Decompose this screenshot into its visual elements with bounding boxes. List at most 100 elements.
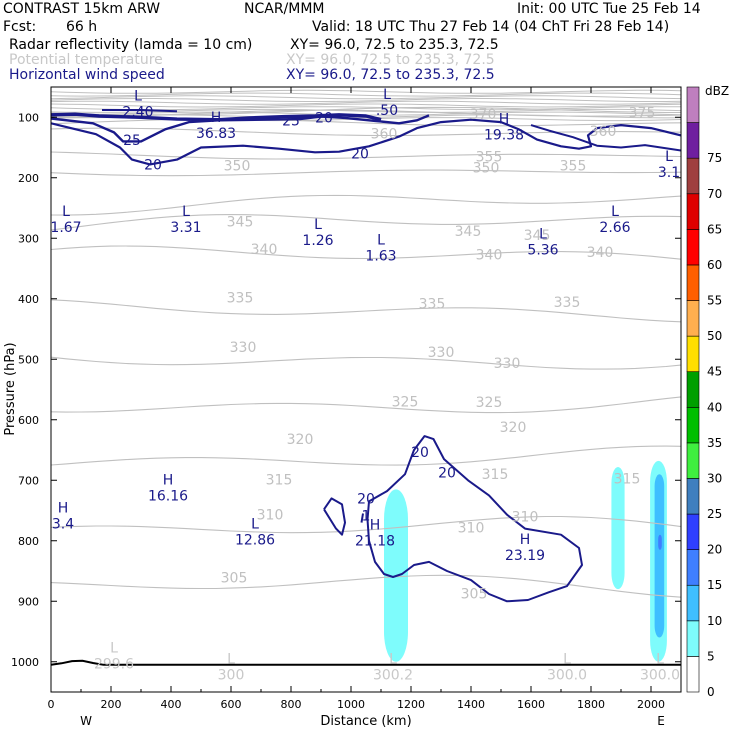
theta-label: 315 [266, 473, 293, 489]
x-tick-label: 2000 [637, 698, 665, 711]
extremum-marker: L [251, 517, 259, 533]
wind-label: 20 [351, 147, 369, 163]
wind-contour [51, 118, 681, 166]
colorbar-unit: dBZ [705, 84, 729, 98]
extremum-marker: L [389, 652, 397, 668]
theta-label: 370 [470, 107, 497, 123]
y-tick-label: 900 [18, 595, 39, 608]
theta-label: 330 [494, 356, 521, 372]
wind-label: 20 [315, 110, 333, 126]
theta-label: 310 [257, 508, 284, 524]
extremum-value: 19.38 [484, 127, 524, 143]
reflectivity-cell [658, 534, 662, 550]
theta-label: 310 [512, 510, 539, 526]
theta-label: 350 [473, 160, 500, 176]
extremum-marker: L [383, 87, 391, 103]
theta-isoline [51, 108, 681, 113]
theta-isoline [51, 445, 681, 466]
x-tick-label: 1000 [337, 698, 365, 711]
extremum-marker: H [58, 500, 69, 516]
field-xy-wind: XY= 96.0, 72.5 to 235.3, 72.5 [286, 67, 495, 83]
extremum-value: 300.2 [373, 668, 413, 684]
field-name-reflectivity: Radar reflectivity (lamda = 10 cm) [9, 37, 253, 53]
colorbar-swatch [686, 442, 700, 479]
theta-label: 340 [476, 248, 503, 264]
wind-contour [360, 513, 364, 523]
y-tick-label: 700 [18, 474, 39, 487]
theta-label: 375 [629, 105, 656, 121]
theta-label: 330 [428, 345, 455, 361]
extremum-value: .50 [376, 103, 398, 119]
wind-label: 20 [411, 445, 429, 461]
extremum-marker: H [370, 517, 381, 533]
theta-isoline [51, 98, 681, 102]
y-tick-label: 400 [18, 293, 39, 306]
x-end-right: E [657, 714, 665, 728]
theta-label: 330 [230, 340, 257, 356]
colorbar-label: 5 [707, 649, 715, 663]
theta-label: 345 [227, 214, 254, 230]
extremum-marker: H [520, 532, 531, 548]
theta-label: 355 [560, 159, 587, 175]
colorbar-swatch [686, 371, 700, 408]
extremum-value: 23.19 [505, 548, 545, 564]
colorbar-label: 60 [707, 258, 722, 272]
colorbar-label: 40 [707, 400, 722, 414]
theta-label: 310 [458, 520, 485, 536]
colorbar-label: 15 [707, 578, 722, 592]
plot-frame [50, 86, 682, 693]
x-tick-label: 1200 [397, 698, 425, 711]
theta-label: 340 [587, 245, 614, 261]
extremum-value: 3.1 [658, 165, 680, 181]
extremum-marker: L [377, 232, 385, 248]
colorbar-swatch [686, 656, 700, 693]
colorbar-label: 50 [707, 329, 722, 343]
colorbar-swatch [686, 478, 700, 515]
y-tick-label: 200 [18, 172, 39, 185]
wind-contour [323, 497, 346, 536]
colorbar-label: 35 [707, 436, 722, 450]
extremum-marker: H [211, 110, 222, 126]
extremum-value: 12.86 [235, 533, 275, 549]
theta-label: 320 [287, 432, 314, 448]
extremum-marker: H [163, 473, 174, 489]
extremum-marker: L [611, 204, 619, 220]
extremum-marker: L [314, 217, 322, 233]
extremum-value: 1.26 [302, 233, 333, 249]
theta-label: 345 [455, 224, 482, 240]
theta-label: 305 [221, 571, 248, 587]
wind-contour [366, 435, 583, 603]
extremum-value: 21.18 [355, 533, 395, 549]
org-label: NCAR/MMM [244, 1, 325, 17]
theta-label: 325 [476, 395, 503, 411]
extremum-marker: L [539, 226, 547, 242]
theta-label: 360 [371, 127, 398, 143]
theta-label: 345 [524, 228, 551, 244]
colorbar-label: 25 [707, 507, 722, 521]
colorbar-swatch [686, 584, 700, 622]
y-tick-label: 800 [18, 535, 39, 548]
theta-isoline [51, 169, 681, 177]
extremum-value: 1.63 [365, 248, 396, 264]
theta-label: 335 [419, 297, 446, 313]
extremum-marker: L [182, 204, 190, 220]
x-tick-label: 1400 [457, 698, 485, 711]
extremum-marker: L [110, 641, 118, 657]
extremum-value: 300.0 [640, 668, 680, 684]
y-tick-label: 100 [18, 111, 39, 124]
colorbar-swatch [686, 229, 700, 266]
valid-time: Valid: 18 UTC Thu 27 Feb 14 (04 ChT Fri … [312, 19, 670, 35]
extremum-marker: H [499, 111, 510, 127]
y-axis-title: Pressure (hPa) [3, 342, 18, 435]
reflectivity-cell [611, 466, 625, 590]
theta-label: 350 [224, 159, 251, 175]
reflectivity-cell [654, 474, 665, 638]
wind-label: 1 [362, 508, 371, 524]
theta-isoline [51, 92, 681, 97]
x-tick-label: 1600 [517, 698, 545, 711]
theta-isoline [51, 127, 681, 137]
colorbar-label: 70 [707, 187, 722, 201]
wind-contour [530, 124, 681, 152]
extremum-marker: L [62, 204, 70, 220]
